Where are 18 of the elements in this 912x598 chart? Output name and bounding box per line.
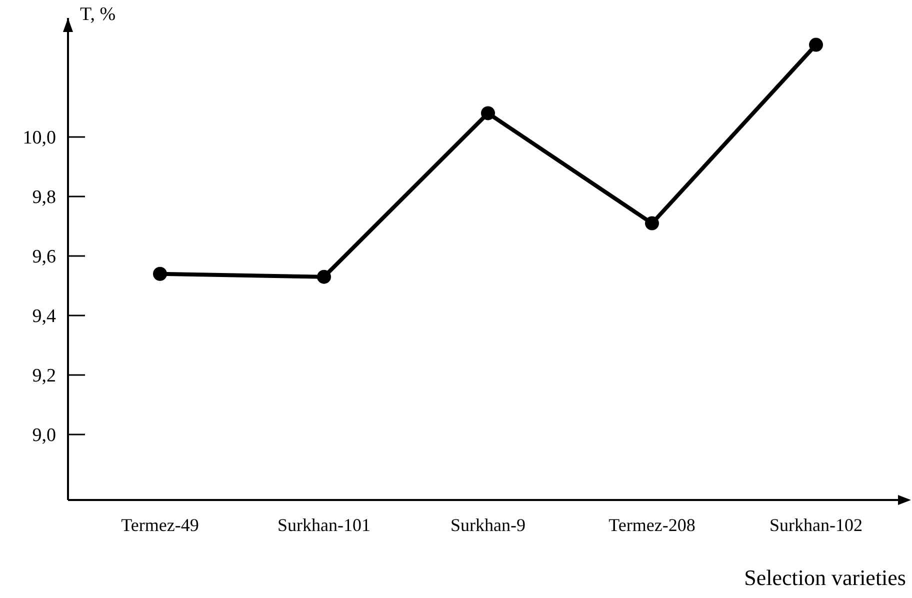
x-tick-label: Surkhan-102	[770, 515, 862, 535]
y-axis-title: T, %	[80, 4, 116, 25]
y-tick-label: 9,2	[32, 366, 56, 387]
y-tick-label: 10,0	[22, 128, 56, 149]
y-tick-label: 9,4	[32, 306, 56, 328]
point	[809, 38, 823, 52]
y-tick-label: 9,0	[32, 425, 56, 446]
point	[317, 270, 331, 284]
point	[645, 216, 659, 230]
x-tick-label: Termez-208	[608, 515, 696, 535]
x-tick-label: Surkhan-9	[450, 515, 526, 535]
x-axis-title: Selection varieties	[744, 565, 906, 590]
y-tick-label: 9,8	[32, 187, 56, 208]
y-tick-label: 9,6	[32, 246, 56, 268]
x-tick-label: Surkhan-101	[278, 515, 370, 535]
point	[481, 106, 495, 120]
x-tick-label: Termez-49	[121, 515, 199, 535]
point	[153, 266, 167, 281]
